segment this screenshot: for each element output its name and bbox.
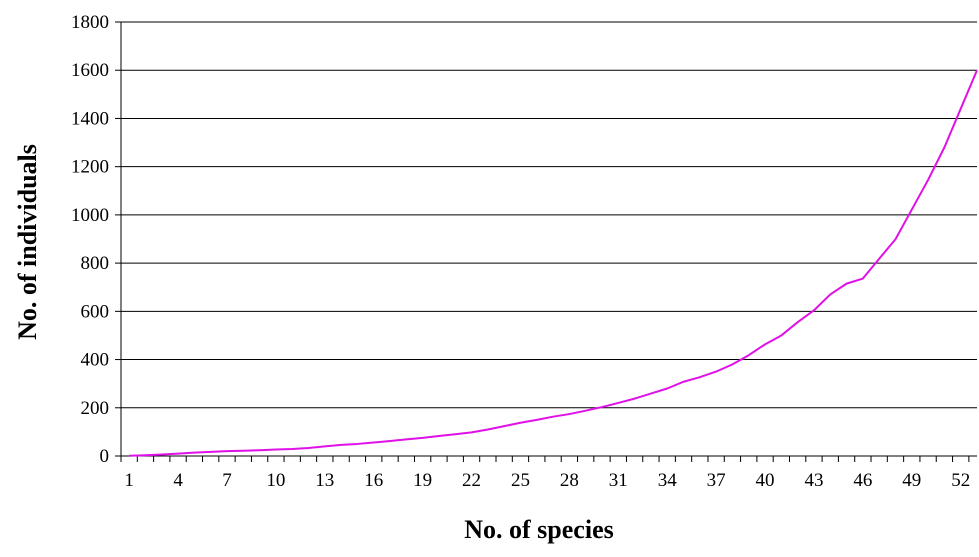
y-tick-label-1200: 1200	[71, 157, 109, 178]
x-tick-label-49: 49	[902, 470, 921, 491]
x-tick-label-1: 1	[124, 470, 134, 491]
y-tick-label-1400: 1400	[71, 108, 109, 129]
x-tick-label-25: 25	[511, 470, 530, 491]
y-tick-label-400: 400	[81, 350, 110, 371]
x-tick-label-37: 37	[707, 470, 726, 491]
y-tick-label-200: 200	[81, 398, 110, 419]
x-tick-label-52: 52	[951, 470, 970, 491]
y-tick-label-1800: 1800	[71, 12, 109, 33]
x-tick-label-46: 46	[853, 470, 872, 491]
x-tick-label-10: 10	[266, 470, 285, 491]
x-tick-label-7: 7	[222, 470, 232, 491]
x-tick-label-13: 13	[315, 470, 334, 491]
x-tick-label-34: 34	[658, 470, 678, 491]
y-tick-label-1600: 1600	[71, 60, 109, 81]
y-tick-labels: 0 200 400 600 800 1000 1200 1400 1600 1800	[71, 12, 109, 467]
x-tick-labels: 1 4 7 10 13 16 19 22 25 28 31 34 37 40 43 46 49 52	[124, 470, 970, 491]
x-tick-label-40: 40	[756, 470, 775, 491]
x-tick-label-19: 19	[413, 470, 432, 491]
series-line-0	[129, 69, 978, 457]
series	[129, 69, 978, 457]
y-tick-label-0: 0	[100, 446, 110, 467]
y-tick-label-600: 600	[81, 301, 110, 322]
x-tick-label-16: 16	[364, 470, 383, 491]
x-tick-label-22: 22	[462, 470, 481, 491]
y-axis-title: No. of individuals	[13, 144, 42, 340]
x-tick-label-28: 28	[560, 470, 579, 491]
axes	[115, 21, 977, 462]
x-tick-label-31: 31	[609, 470, 628, 491]
x-tick-label-43: 43	[804, 470, 823, 491]
gridlines	[121, 21, 977, 409]
x-tick-label-4: 4	[173, 470, 183, 491]
x-axis-title: No. of species	[464, 515, 613, 544]
y-tick-label-1000: 1000	[71, 205, 109, 226]
y-tick-label-800: 800	[81, 253, 110, 274]
